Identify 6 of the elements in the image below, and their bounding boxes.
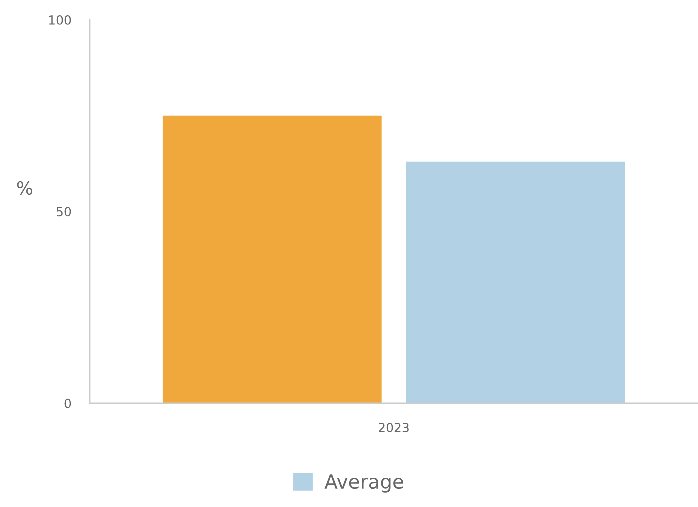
y-tick-label: 50 bbox=[57, 207, 72, 217]
y-tick-label: 100 bbox=[49, 15, 72, 25]
y-axis-title: % bbox=[17, 181, 33, 196]
legend-label: Average bbox=[324, 474, 404, 493]
x-tick-label: 2023 bbox=[379, 423, 409, 433]
y-tick-label: 0 bbox=[64, 398, 72, 408]
